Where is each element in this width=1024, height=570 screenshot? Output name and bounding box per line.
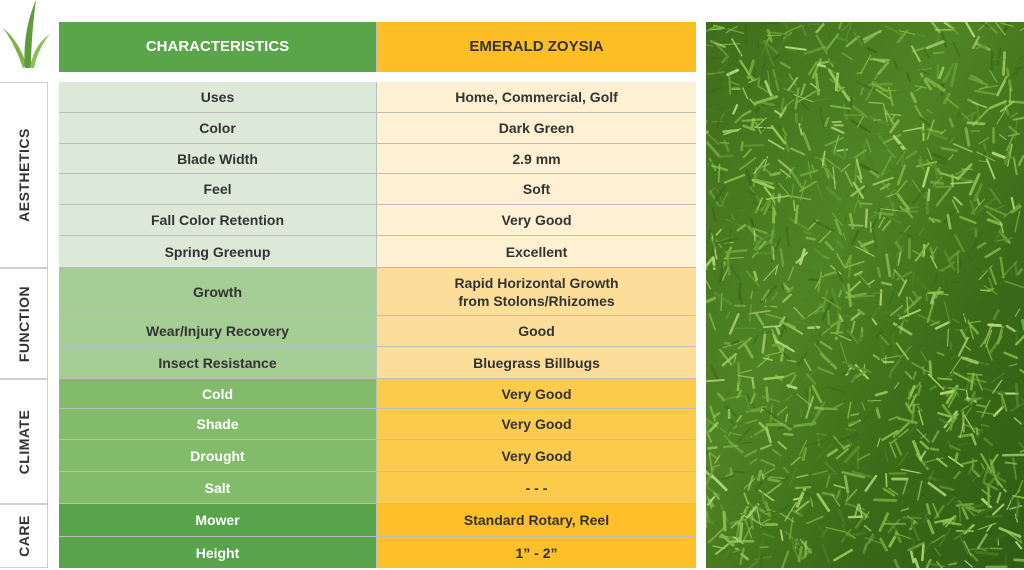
section-name: FUNCTION [15,285,32,362]
row-label: Uses [59,82,377,113]
row-label: Salt [59,472,377,504]
table-row: Wear/Injury Recovery Good [59,316,696,347]
row-value: Home, Commercial, Golf [377,82,696,113]
row-label: Height [59,537,377,568]
row-value: Very Good [377,409,696,440]
row-value: Bluegrass Billbugs [377,347,696,379]
table-row: Feel Soft [59,174,696,205]
table-row: Blade Width 2.9 mm [59,144,696,174]
variety-header: EMERALD ZOYSIA [377,22,696,72]
row-label: Fall Color Retention [59,205,377,236]
row-value: Very Good [377,205,696,236]
row-value: Dark Green [377,113,696,144]
row-label: Mower [59,504,377,537]
table-row: Shade Very Good [59,409,696,440]
row-value: 2.9 mm [377,144,696,174]
table-row: Growth Rapid Horizontal Growth from Stol… [59,268,696,316]
table-row: Spring Greenup Excellent [59,236,696,268]
grass-blades-icon [3,0,50,68]
table-row: Color Dark Green [59,113,696,144]
row-value: Rapid Horizontal Growth from Stolons/Rhi… [377,268,696,316]
row-value: Standard Rotary, Reel [377,504,696,537]
section-name: CARE [15,515,32,557]
row-value: Very Good [377,440,696,472]
row-value: Good [377,316,696,347]
table-row: Salt - - - [59,472,696,504]
table-row: Drought Very Good [59,440,696,472]
row-label: Drought [59,440,377,472]
row-value: 1” - 2” [377,537,696,568]
row-label: Insect Resistance [59,347,377,379]
table-row: Insect Resistance Bluegrass Billbugs [59,347,696,379]
row-value: Excellent [377,236,696,268]
section-label-care: CARE [0,504,48,568]
table-row: Mower Standard Rotary, Reel [59,504,696,537]
row-label: Growth [59,268,377,316]
section-name: AESTHETICS [15,128,32,222]
characteristics-header: CHARACTERISTICS [59,22,377,72]
row-label: Spring Greenup [59,236,377,268]
row-label: Shade [59,409,377,440]
row-label: Feel [59,174,377,205]
section-label-aesthetics: AESTHETICS [0,82,48,268]
section-label-function: FUNCTION [0,268,48,379]
table-row: Height 1” - 2” [59,537,696,568]
section-name: CLIMATE [15,409,32,474]
section-label-climate: CLIMATE [0,379,48,504]
row-label: Cold [59,379,377,409]
row-value: - - - [377,472,696,504]
row-label: Blade Width [59,144,377,174]
grass-turf-photo [706,22,1024,568]
row-label: Wear/Injury Recovery [59,316,377,347]
table-row: Fall Color Retention Very Good [59,205,696,236]
table-row: Uses Home, Commercial, Golf [59,82,696,113]
row-value: Very Good [377,379,696,409]
row-label: Color [59,113,377,144]
table-row: Cold Very Good [59,379,696,409]
row-value: Soft [377,174,696,205]
table-header: CHARACTERISTICS EMERALD ZOYSIA [59,22,696,72]
